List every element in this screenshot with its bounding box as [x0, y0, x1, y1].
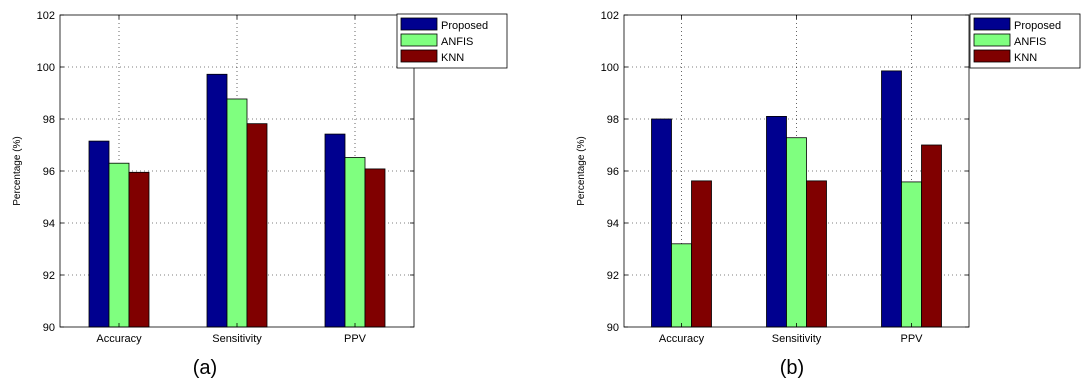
y-tick-label: 96	[607, 166, 619, 178]
bar-knn-accuracy	[691, 180, 712, 328]
x-tick-label: PPV	[900, 333, 923, 345]
y-tick-label: 100	[601, 62, 619, 74]
legend-swatch	[973, 49, 1011, 63]
legend-label: Proposed	[441, 20, 488, 32]
x-tick-label: Sensitivity	[212, 333, 262, 345]
bar-proposed-accuracy	[651, 118, 672, 328]
legend: Proposed ANFIS KNN	[396, 13, 508, 69]
y-tick-label: 94	[43, 218, 55, 230]
y-axis-title: Percentage (%)	[12, 136, 23, 205]
y-tick-label: 90	[607, 322, 619, 334]
chart-a: 90 92 94 96 98 100 102 Accuracy Sensitivity PPV Pe…	[12, 10, 508, 379]
y-tick-label: 102	[601, 10, 619, 22]
y-tick-label: 98	[43, 114, 55, 126]
x-tick-label: Accuracy	[96, 333, 142, 345]
bar-proposed-sensitivity	[206, 73, 228, 328]
x-tick-label: PPV	[344, 333, 367, 345]
legend-label: KNN	[1014, 52, 1037, 64]
bar-proposed-sensitivity	[766, 116, 787, 328]
legend-swatch	[400, 49, 438, 63]
y-tick-label: 100	[37, 62, 55, 74]
y-tick-label: 96	[43, 166, 55, 178]
x-tick-label: Accuracy	[659, 333, 705, 345]
x-tick-label: Sensitivity	[772, 333, 822, 345]
y-axis-title: Percentage (%)	[576, 136, 587, 205]
bar-anfis-sensitivity	[786, 137, 807, 328]
bar-anfis-accuracy	[108, 162, 130, 328]
bar-anfis-ppv	[344, 157, 366, 328]
legend-swatch	[400, 17, 438, 31]
y-tick-label: 92	[43, 270, 55, 282]
legend-label: Proposed	[1014, 20, 1061, 32]
bar-anfis-accuracy	[671, 243, 692, 328]
bar-anfis-sensitivity	[226, 98, 248, 328]
chart-b: 90 92 94 96 98 100 102 Accuracy Sensitivity PPV Pe…	[576, 10, 1081, 379]
bar-knn-sensitivity	[246, 123, 268, 328]
y-tick-label: 92	[607, 270, 619, 282]
legend-label: ANFIS	[1014, 36, 1046, 48]
subfigure-caption: (b)	[780, 357, 804, 379]
bar-knn-sensitivity	[806, 180, 827, 328]
bar-anfis-ppv	[901, 181, 922, 328]
legend-label: ANFIS	[441, 36, 473, 48]
bar-proposed-ppv	[324, 133, 346, 328]
bar-proposed-ppv	[881, 70, 902, 328]
legend-swatch	[973, 33, 1011, 47]
y-tick-label: 102	[37, 10, 55, 22]
y-tick-label: 90	[43, 322, 55, 334]
legend-swatch	[973, 17, 1011, 31]
bar-proposed-accuracy	[88, 140, 110, 328]
bar-knn-ppv	[364, 168, 386, 328]
legend: Proposed ANFIS KNN	[969, 13, 1081, 69]
legend-label: KNN	[441, 52, 464, 64]
y-tick-label: 98	[607, 114, 619, 126]
legend-swatch	[400, 33, 438, 47]
bar-knn-ppv	[921, 144, 942, 328]
subfigure-caption: (a)	[193, 357, 217, 379]
y-tick-label: 94	[607, 218, 619, 230]
bar-knn-accuracy	[128, 171, 150, 328]
